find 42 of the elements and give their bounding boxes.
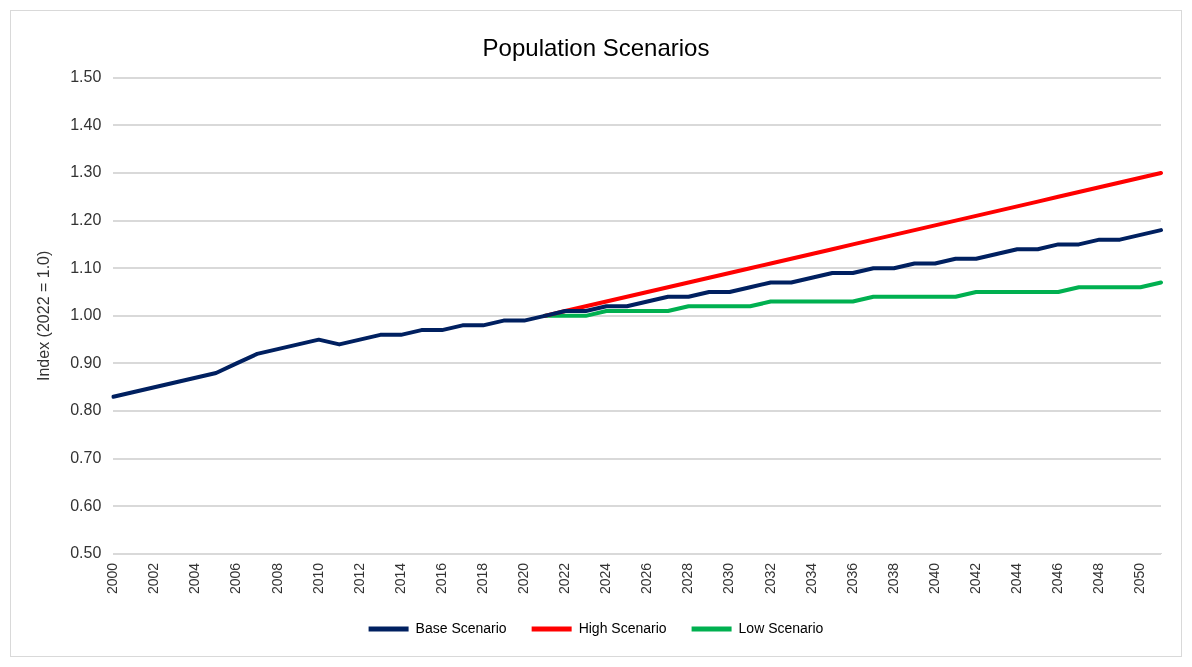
- x-tick-label: 2022: [556, 562, 573, 595]
- x-tick-label: 2024: [597, 562, 614, 595]
- x-tick-label: 2002: [145, 562, 162, 595]
- x-tick-label: 2012: [350, 562, 367, 595]
- x-tick-label: 2036: [843, 562, 860, 595]
- y-tick-label: 0.60: [70, 496, 102, 514]
- x-tick-label: 2010: [309, 562, 326, 595]
- x-tick-label: 2000: [104, 562, 121, 595]
- y-tick-label: 1.30: [70, 163, 102, 181]
- x-tick-label: 2038: [884, 562, 901, 595]
- x-tick-label: 2020: [515, 562, 532, 595]
- x-tick-label: 2040: [925, 562, 942, 595]
- y-tick-label: 1.40: [70, 115, 102, 133]
- y-axis-title: Index (2022 = 1.0): [35, 250, 53, 381]
- x-tick-label: 2018: [473, 562, 490, 595]
- x-tick-label: 2030: [720, 562, 737, 595]
- x-tick-label: 2028: [679, 562, 696, 595]
- y-tick-label: 1.20: [70, 211, 102, 229]
- legend-label: Base Scenario: [415, 619, 507, 636]
- x-tick-label: 2042: [966, 562, 983, 595]
- x-tick-label: 2016: [432, 562, 449, 595]
- x-tick-label: 2014: [391, 562, 408, 595]
- x-tick-label: 2034: [802, 562, 819, 595]
- x-tick-label: 2026: [638, 562, 655, 595]
- x-tick-label: 2046: [1049, 562, 1066, 595]
- y-tick-label: 0.80: [70, 401, 102, 419]
- x-tick-label: 2050: [1131, 562, 1148, 595]
- x-tick-label: 2032: [761, 562, 778, 595]
- x-tick-label: 2006: [227, 562, 244, 595]
- y-tick-label: 0.90: [70, 353, 102, 371]
- legend-label: Low Scenario: [738, 619, 824, 636]
- chart-title: Population Scenarios: [482, 34, 710, 62]
- x-tick-label: 2044: [1008, 562, 1025, 595]
- legend-label: High Scenario: [578, 619, 667, 636]
- y-tick-label: 1.50: [70, 68, 102, 86]
- y-tick-label: 1.10: [70, 258, 102, 276]
- x-tick-label: 2008: [268, 562, 285, 595]
- y-tick-label: 0.70: [70, 449, 102, 467]
- x-tick-label: 2004: [186, 562, 203, 595]
- y-tick-label: 1.00: [70, 306, 102, 324]
- y-tick-label: 0.50: [70, 544, 102, 562]
- x-tick-label: 2048: [1090, 562, 1107, 595]
